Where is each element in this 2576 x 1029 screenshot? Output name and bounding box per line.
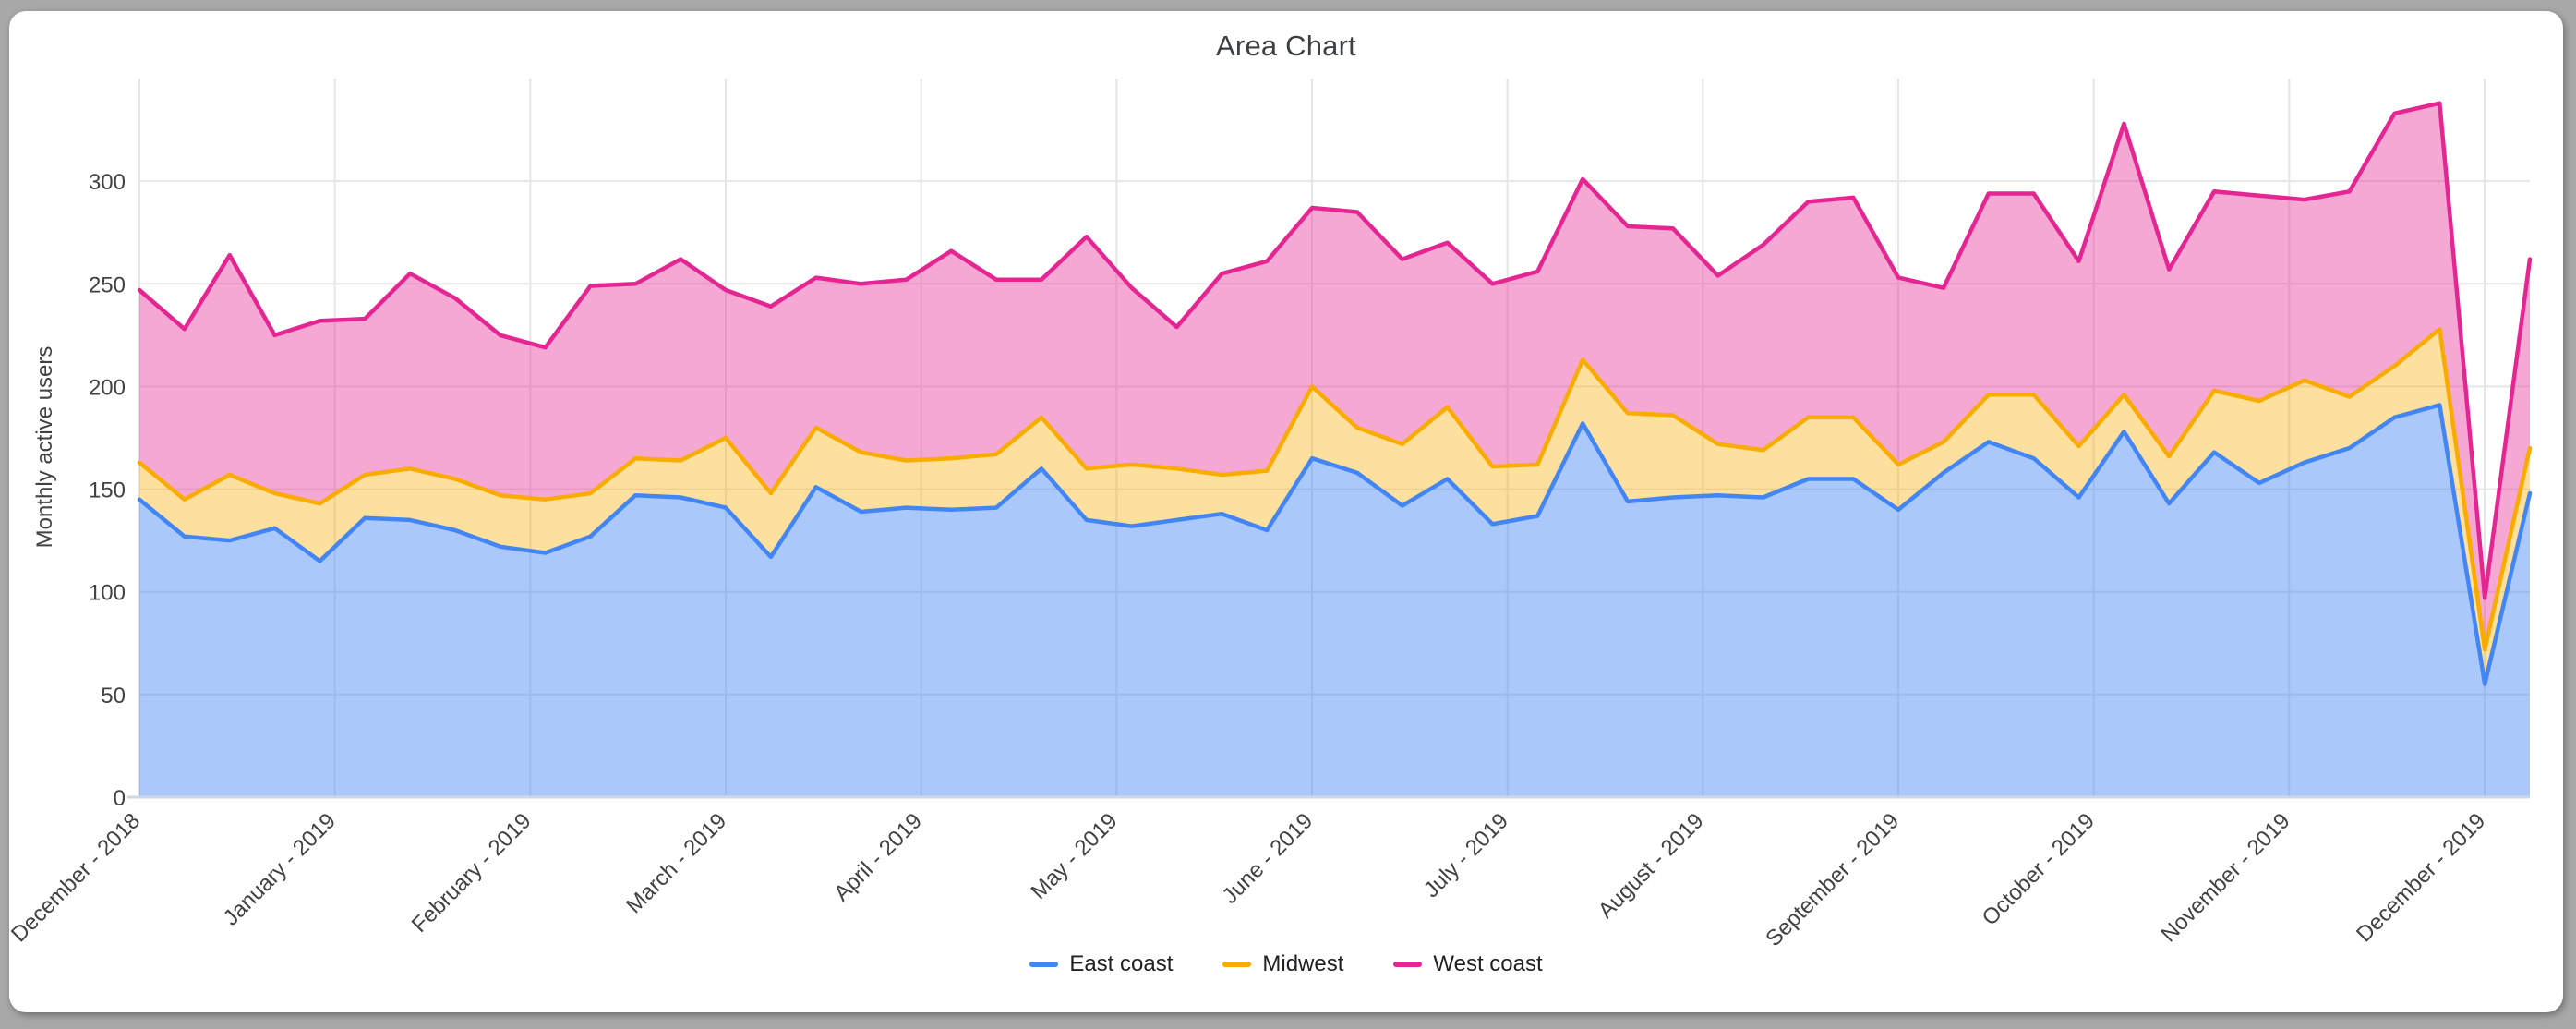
chart-legend: East coast Midwest West coast [9, 951, 2563, 977]
area-east-coast [139, 405, 2530, 797]
y-tick-label: 150 [89, 478, 126, 503]
x-tick-label: July - 2019 [1419, 808, 1513, 902]
legend-item-midwest[interactable]: Midwest [1222, 951, 1343, 977]
legend-label: Midwest [1262, 951, 1344, 976]
x-tick-label: December - 2019 [2352, 808, 2490, 947]
x-tick-label: May - 2019 [1027, 808, 1123, 904]
legend-swatch-icon [1393, 962, 1423, 967]
y-tick-label: 200 [89, 375, 126, 400]
legend-swatch-icon [1029, 962, 1059, 967]
legend-label: West coast [1433, 951, 1543, 976]
y-tick-label: 100 [89, 581, 126, 606]
y-tick-label: 300 [89, 170, 126, 195]
x-tick-label: January - 2019 [219, 808, 341, 930]
x-tick-label: October - 2019 [1978, 808, 2100, 930]
chart-title: Area Chart [1216, 30, 1356, 62]
area-midwest [139, 329, 2530, 684]
legend-swatch-icon [1222, 962, 1252, 967]
y-tick-label: 0 [114, 786, 126, 811]
y-tick-label: 250 [89, 272, 126, 297]
x-tick-label: November - 2019 [2156, 808, 2294, 947]
x-tick-label: December - 2018 [9, 808, 145, 947]
y-axis-title: Monthly active users [32, 346, 57, 549]
legend-label: East coast [1069, 951, 1174, 976]
line-west-coast [137, 101, 2533, 600]
y-tick-label: 50 [101, 684, 126, 708]
line-east-coast [137, 403, 2533, 686]
x-tick-label: April - 2019 [829, 808, 927, 906]
x-tick-label: June - 2019 [1218, 808, 1318, 909]
area-chart-plot[interactable]: 0 50 100 150 200 250 300 December - 2018 January… [9, 11, 2563, 1012]
x-tick-label: August - 2019 [1594, 808, 1709, 924]
chart-card: Area Chart 0 50 100 150 200 250 300 December - … [9, 11, 2563, 1012]
x-tick-label: February - 2019 [407, 808, 536, 938]
legend-item-east-coast[interactable]: East coast [1029, 951, 1173, 977]
x-tick-label: March - 2019 [621, 808, 731, 918]
line-midwest [137, 326, 2533, 652]
legend-item-west-coast[interactable]: West coast [1393, 951, 1543, 977]
area-west-coast [139, 103, 2530, 649]
x-tick-label: September - 2019 [1761, 808, 1904, 951]
